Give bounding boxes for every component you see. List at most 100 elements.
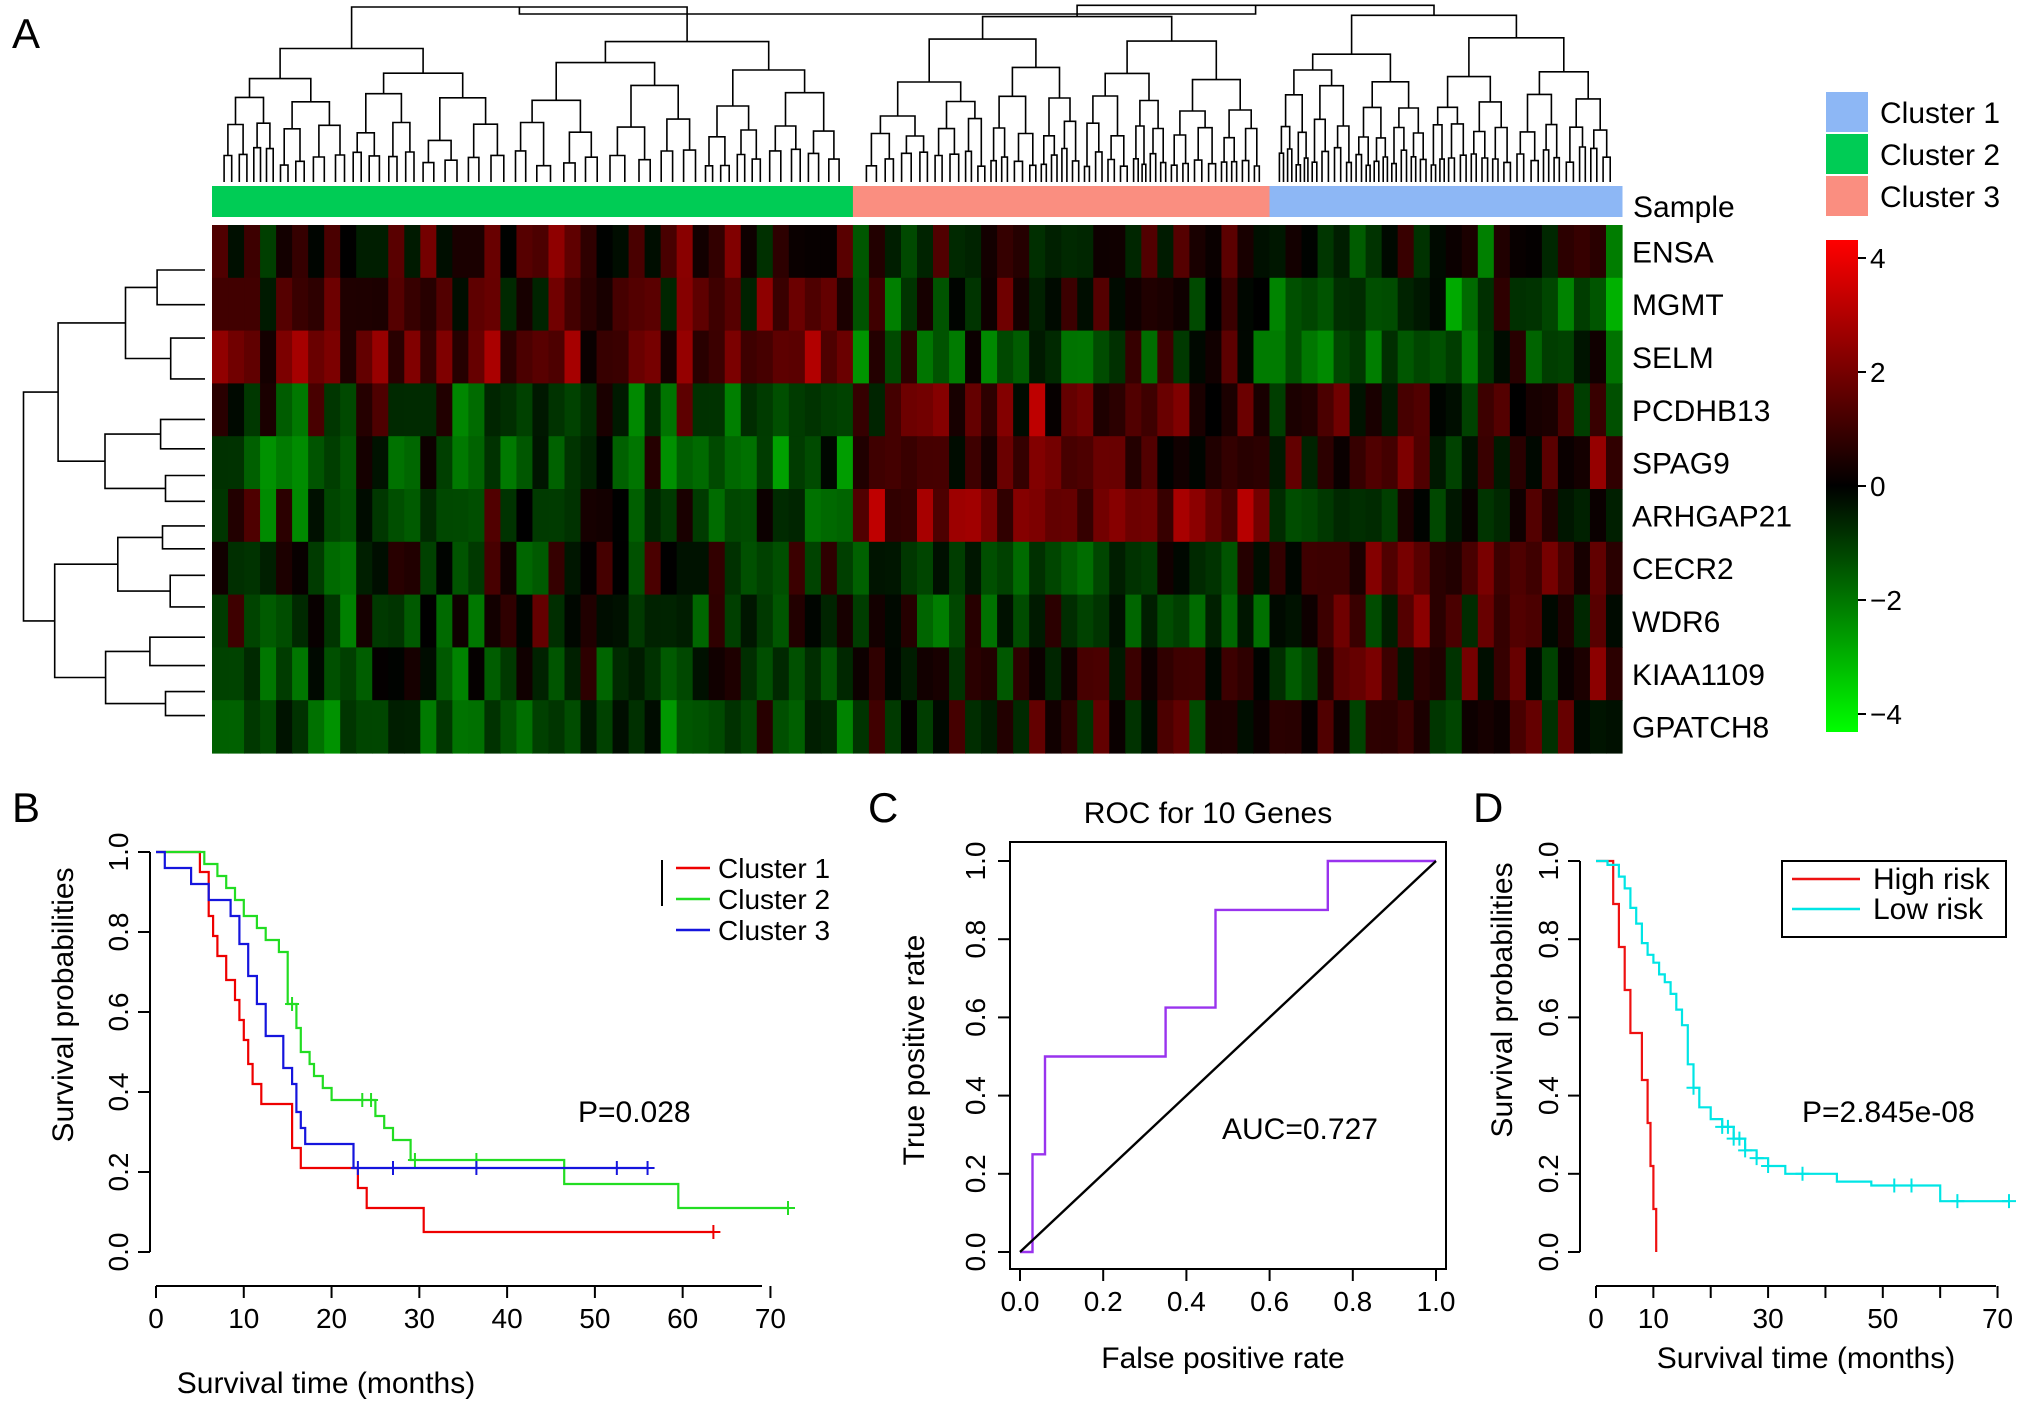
heatmap-cell — [1029, 330, 1046, 384]
heatmap-cell — [548, 330, 566, 384]
heatmap-cell — [1381, 489, 1399, 543]
dendrogram-branch — [736, 153, 746, 182]
heatmap-cell — [276, 541, 293, 596]
heatmap-cell — [612, 277, 630, 332]
heatmap-cell — [981, 489, 998, 543]
heatmap-cell — [212, 594, 229, 648]
heatmap-cell — [804, 647, 822, 701]
dendrogram-branch — [1365, 164, 1371, 182]
heatmap-cell — [1157, 489, 1174, 543]
heatmap-cell — [1189, 225, 1207, 279]
heatmap-cell — [1557, 436, 1575, 490]
legend-label: Cluster 1 — [718, 853, 830, 884]
heatmap-cell — [1557, 277, 1575, 332]
heatmap-cell — [260, 330, 277, 384]
heatmap-cell — [1557, 225, 1575, 279]
heatmap-cell — [1141, 436, 1158, 490]
heatmap-cell — [868, 225, 886, 279]
dendrogram-branch — [568, 131, 593, 163]
heatmap-cell — [372, 700, 389, 754]
heatmap-cell — [1221, 489, 1239, 543]
heatmap-cell — [484, 383, 502, 437]
dendrogram-branch — [53, 563, 118, 679]
dendrogram-branch — [774, 125, 797, 151]
legend-label: High risk — [1873, 863, 1991, 896]
panel-letter-a: A — [12, 10, 40, 57]
heatmap-cell — [997, 225, 1014, 279]
dendrogram-branch — [227, 123, 244, 156]
heatmap-cell — [1397, 541, 1415, 596]
heatmap-cell — [965, 541, 982, 596]
heatmap-cell — [724, 700, 742, 754]
heatmap-cell — [340, 277, 357, 332]
y-tick-label: 0.2 — [960, 1154, 991, 1193]
heatmap-cell — [276, 594, 293, 648]
dendrogram-branch — [1393, 126, 1405, 164]
heatmap-cell — [788, 489, 806, 543]
heatmap-cell — [1429, 277, 1447, 332]
heatmap-cell — [884, 489, 902, 543]
dendrogram-branch — [164, 474, 205, 503]
heatmap-cell — [1141, 700, 1158, 754]
heatmap-cell — [244, 700, 261, 754]
heatmap-cell — [292, 383, 309, 437]
heatmap-cell — [724, 489, 742, 543]
dendrogram-branch — [1083, 165, 1091, 182]
heatmap-cell — [1429, 700, 1447, 754]
heatmap-cell — [676, 541, 694, 596]
dendrogram-branch — [1110, 135, 1125, 167]
heatmap-cell — [1253, 700, 1271, 754]
dendrogram-branch — [1230, 160, 1238, 182]
heatmap-cell — [1413, 541, 1431, 596]
heatmap-cell — [372, 277, 389, 332]
legend-d-box — [1781, 860, 2007, 938]
heatmap-cell — [917, 647, 934, 701]
dendrogram-branch — [937, 127, 956, 156]
heatmap-cell — [868, 489, 886, 543]
heatmap-cell — [772, 383, 790, 437]
heatmap-cell — [500, 489, 518, 543]
dendrogram-branch — [253, 146, 262, 182]
heatmap-cell — [1493, 383, 1511, 437]
heatmap-cell — [1333, 383, 1351, 437]
diagonal-reference-line — [1019, 860, 1437, 1253]
heatmap-cell — [836, 225, 854, 279]
scale-tick-label: 4 — [1870, 243, 1886, 274]
heatmap-cell — [596, 700, 614, 754]
dendrogram-branch — [490, 154, 505, 182]
dendrogram-branch — [279, 164, 289, 182]
heatmap-cell — [1397, 225, 1415, 279]
dendrogram-branch — [519, 121, 545, 166]
heatmap-cell — [740, 383, 758, 437]
heatmap-cell — [660, 647, 678, 701]
heatmap-cell — [724, 647, 742, 701]
heatmap-cell — [1173, 647, 1190, 701]
heatmap-cell — [484, 225, 502, 279]
dendrogram-branch — [981, 15, 1173, 42]
heatmap-cell — [1061, 647, 1078, 701]
heatmap-cell — [1525, 436, 1543, 490]
heatmap-cell — [468, 225, 485, 279]
heatmap-cell — [596, 541, 614, 596]
y-tick-label: 0.6 — [960, 998, 991, 1037]
legend-label: Low risk — [1873, 893, 1984, 926]
heatmap-cell — [868, 383, 886, 437]
heatmap-cell — [212, 647, 229, 701]
heatmap-cell — [1541, 330, 1559, 384]
heatmap-cell — [324, 225, 341, 279]
heatmap-cell — [1525, 594, 1543, 648]
heatmap-cell — [676, 277, 694, 332]
gene-label: PCDHB13 — [1632, 395, 1770, 428]
heatmap-cell — [372, 383, 389, 437]
heatmap-cell — [1061, 594, 1078, 648]
dendrogram-branch — [404, 151, 415, 182]
heatmap-cell — [1061, 225, 1078, 279]
heatmap-cell — [1541, 436, 1559, 490]
heatmap-cell — [981, 225, 998, 279]
heatmap-cell — [1029, 436, 1046, 490]
heatmap-cell — [1157, 541, 1174, 596]
heatmap-cell — [1461, 436, 1479, 490]
censor-mark — [350, 1161, 365, 1175]
dendrogram-branch — [1578, 146, 1587, 182]
